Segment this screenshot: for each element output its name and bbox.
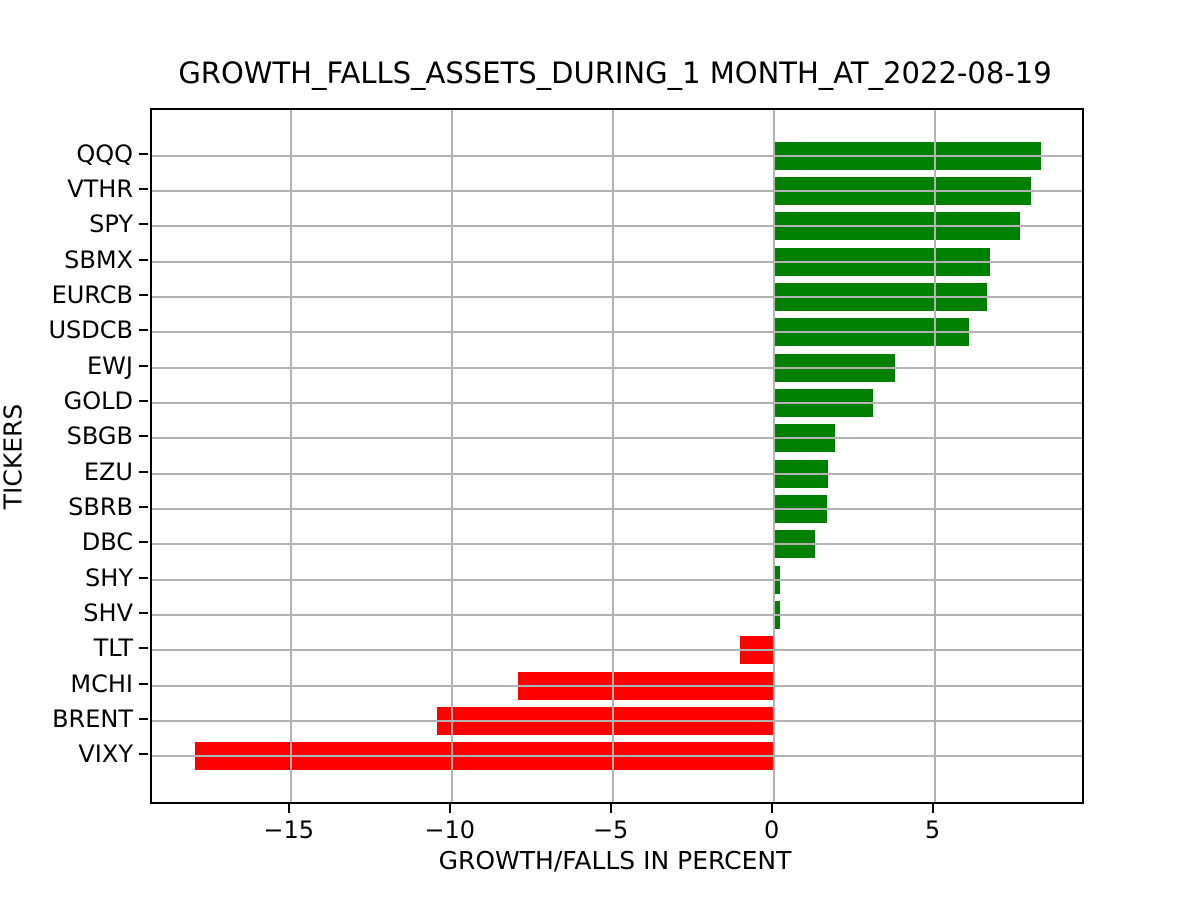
y-tick-mark: [139, 541, 148, 544]
y-tick-label-sbmx: SBMX: [64, 245, 133, 274]
h-gridline: [152, 614, 1082, 617]
y-tick-label-ezu: EZU: [83, 457, 133, 486]
h-gridline: [152, 154, 1082, 157]
v-gridline: [611, 110, 614, 802]
plot-canvas: [152, 110, 1082, 802]
y-tick-mark: [139, 258, 148, 261]
x-tick-label: 0: [763, 816, 780, 844]
y-tick-mark: [139, 506, 148, 508]
y-tick-mark: [139, 293, 148, 296]
v-gridline: [450, 110, 453, 802]
x-tick-mark: [770, 804, 773, 813]
y-tick-label-usdcb: USDCB: [48, 316, 133, 345]
v-gridline: [933, 110, 936, 802]
y-tick-label-sbgb: SBGB: [66, 422, 133, 451]
h-gridline: [152, 578, 1082, 581]
h-gridline: [152, 437, 1082, 440]
h-gridline: [152, 260, 1082, 263]
y-tick-mark: [139, 576, 148, 579]
y-tick-label-qqq: QQQ: [76, 139, 133, 168]
x-tick-mark: [609, 804, 612, 813]
h-gridline: [152, 189, 1082, 192]
x-tick-label: −15: [263, 816, 315, 844]
h-gridline: [152, 225, 1082, 228]
h-gridline: [152, 401, 1082, 404]
y-tick-mark: [139, 223, 148, 226]
h-gridline: [152, 543, 1082, 546]
y-tick-mark: [139, 364, 148, 367]
y-tick-label-vixy: VIXY: [78, 740, 133, 769]
y-tick-mark: [139, 718, 148, 721]
h-gridline: [152, 366, 1082, 369]
y-tick-label-gold: GOLD: [63, 386, 133, 415]
y-tick-label-tlt: TLT: [93, 634, 133, 663]
v-gridline: [772, 110, 775, 802]
x-tick-mark: [287, 804, 290, 813]
y-tick-label-ewj: EWJ: [87, 351, 133, 380]
y-tick-mark: [139, 470, 148, 473]
y-tick-mark: [139, 647, 148, 650]
y-tick-mark: [139, 187, 148, 190]
y-tick-mark: [139, 753, 148, 756]
y-tick-label-dbc: DBC: [81, 528, 133, 557]
y-tick-label-vthr: VTHR: [67, 174, 133, 203]
y-tick-label-sbrb: SBRB: [68, 493, 133, 521]
y-tick-mark: [139, 152, 148, 155]
y-tick-mark: [139, 399, 148, 402]
plot-area: [150, 108, 1084, 804]
x-axis-label: GROWTH/FALLS IN PERCENT: [438, 846, 792, 875]
y-tick-mark: [139, 435, 148, 438]
x-tick-mark: [931, 804, 934, 813]
y-tick-label-spy: SPY: [89, 210, 133, 239]
y-tick-mark: [139, 329, 148, 332]
h-gridline: [152, 331, 1082, 334]
y-tick-label-brent: BRENT: [52, 705, 133, 734]
y-tick-label-mchi: MCHI: [70, 669, 133, 698]
y-tick-mark: [139, 682, 148, 685]
h-gridline: [152, 720, 1082, 723]
y-tick-mark: [139, 612, 148, 615]
x-tick-mark: [448, 804, 451, 813]
x-tick-label: −5: [592, 816, 629, 844]
y-tick-label-shy: SHY: [85, 563, 133, 592]
y-tick-label-shv: SHV: [83, 599, 133, 628]
x-tick-label: −10: [424, 816, 476, 844]
h-gridline: [152, 755, 1082, 758]
h-gridline: [152, 649, 1082, 652]
v-gridline: [289, 110, 292, 802]
y-tick-label-eurcb: EURCB: [51, 280, 133, 309]
h-gridline: [152, 508, 1082, 510]
h-gridline: [152, 472, 1082, 475]
h-gridline: [152, 295, 1082, 298]
chart-title: GROWTH_FALLS_ASSETS_DURING_1 MONTH_AT_20…: [178, 56, 1052, 90]
h-gridline: [152, 684, 1082, 687]
x-tick-label: 5: [924, 816, 941, 844]
